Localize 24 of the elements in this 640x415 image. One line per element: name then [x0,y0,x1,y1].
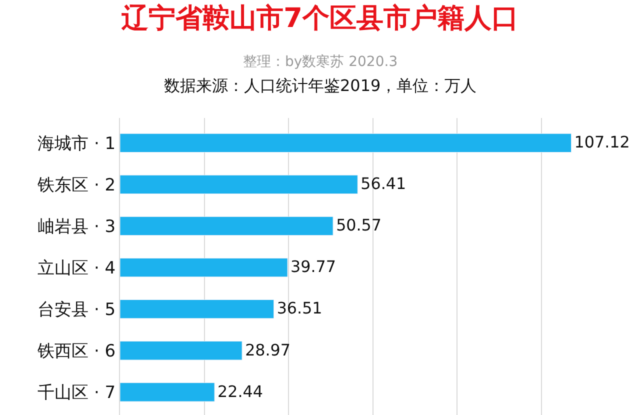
y-tick-label: 立山区 · 4 [38,258,116,278]
data-label: 22.44 [218,382,263,401]
data-label: 50.57 [336,216,382,235]
bar [120,299,274,319]
bar [120,133,572,153]
data-label: 39.77 [290,257,336,276]
y-tick-label: 千山区 · 7 [38,383,116,404]
bar [120,258,288,278]
y-tick-label: 铁西区 · 6 [36,342,116,362]
y-tick-label: 岫岩县 · 3 [38,216,116,237]
chart-title: 辽宁省鞍山市7个区县市户籍人口 [120,2,518,34]
data-label: 28.97 [245,340,291,360]
bar [120,382,215,402]
bar [120,341,242,360]
bar [120,174,358,194]
y-tick-label: 海城市 · 1 [38,134,116,154]
data-label: 56.41 [360,174,406,194]
y-tick-label: 铁东区 · 2 [36,175,116,196]
chart-subtitle: 整理：by数寒苏 2020.3 [243,54,398,70]
source-note: 数据来源：人口统计年鉴2019，单位：万人 [164,76,477,95]
data-label: 107.12 [574,132,630,152]
y-tick-label: 台安县 · 5 [38,300,116,320]
data-label: 36.51 [276,298,322,318]
bar [120,216,334,236]
